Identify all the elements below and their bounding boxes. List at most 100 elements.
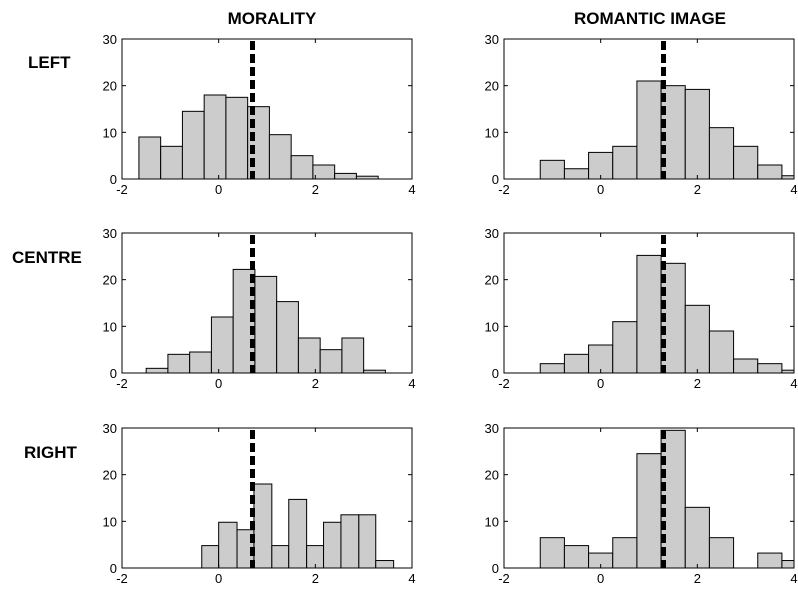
x-tick-label: -2 (498, 571, 510, 586)
x-tick-label: 2 (312, 182, 319, 197)
histogram-bar (612, 537, 638, 569)
x-tick-label: 2 (312, 376, 319, 391)
y-tick-label: 20 (485, 273, 499, 288)
y-tick-label: 10 (485, 319, 499, 334)
histogram-bar (189, 351, 212, 374)
x-tick-label: 0 (597, 571, 604, 586)
column-title-romantic-image: ROMANTIC IMAGE (574, 9, 726, 28)
histogram-bar (539, 363, 565, 374)
histogram-bar (733, 358, 759, 374)
histogram-bar (588, 344, 614, 374)
y-tick-label: 30 (103, 32, 117, 47)
x-tick-label: -2 (498, 182, 510, 197)
axis-box (503, 232, 795, 374)
histogram-bar (636, 80, 662, 180)
row-label-centre: CENTRE (12, 248, 82, 267)
histogram-bar (757, 552, 783, 569)
histogram-bar (684, 304, 710, 374)
x-tick-label: 4 (790, 376, 797, 391)
column-title-morality: MORALITY (228, 9, 317, 28)
histogram-bar (708, 330, 735, 374)
histogram-bar (288, 498, 308, 569)
histogram-bar (218, 521, 238, 569)
histogram-bar (312, 164, 336, 180)
histogram-bar (340, 514, 360, 569)
y-tick-label: 10 (103, 125, 117, 140)
histogram-bar (276, 301, 299, 374)
histogram-bar (203, 94, 227, 180)
x-tick-label: 0 (597, 182, 604, 197)
x-tick-label: 0 (597, 376, 604, 391)
y-tick-label: 30 (485, 226, 499, 241)
y-tick-label: 0 (492, 366, 499, 381)
histogram-bar (539, 159, 565, 180)
x-tick-label: 4 (408, 182, 415, 197)
x-tick-label: 2 (312, 571, 319, 586)
histogram-bar (612, 145, 638, 180)
histogram-bar (319, 349, 343, 374)
histogram-bar (563, 545, 590, 569)
x-tick-label: 2 (694, 376, 701, 391)
histogram-bar (358, 514, 377, 569)
histogram-bar (297, 337, 321, 374)
axis-box (121, 427, 413, 569)
histogram-bar (733, 145, 759, 180)
axis-box (503, 427, 795, 569)
y-tick-label: 10 (103, 319, 117, 334)
histogram-bar (708, 537, 735, 569)
histogram-bar (684, 506, 710, 569)
histogram-bar (636, 254, 662, 374)
x-tick-label: 0 (215, 571, 222, 586)
y-tick-label: 0 (110, 561, 117, 576)
histogram-bar (708, 127, 735, 180)
histogram-bar (181, 110, 205, 180)
histogram-bar (341, 337, 365, 374)
y-tick-label: 20 (103, 468, 117, 483)
y-tick-label: 0 (492, 561, 499, 576)
x-tick-label: -2 (116, 182, 128, 197)
y-tick-label: 20 (103, 79, 117, 94)
y-tick-label: 10 (485, 514, 499, 529)
y-tick-label: 20 (485, 79, 499, 94)
histogram-bar (757, 363, 783, 374)
y-tick-label: 10 (485, 125, 499, 140)
histogram-bar (247, 106, 270, 180)
x-tick-label: 4 (790, 182, 797, 197)
x-tick-label: 2 (694, 571, 701, 586)
x-tick-label: 2 (694, 182, 701, 197)
x-tick-label: 4 (790, 571, 797, 586)
histogram-bar (539, 537, 565, 569)
histogram-bar (757, 164, 783, 180)
y-tick-label: 0 (492, 172, 499, 187)
x-tick-label: -2 (116, 571, 128, 586)
histogram-bar (268, 134, 292, 180)
histogram-bar (145, 367, 169, 374)
histogram-bar (323, 521, 342, 569)
histogram-bar (201, 545, 220, 569)
row-label-left: LEFT (28, 53, 71, 72)
histogram-bar (563, 168, 590, 180)
x-tick-label: 4 (408, 571, 415, 586)
histogram-bar (138, 136, 162, 180)
x-tick-label: 0 (215, 182, 222, 197)
row-label-right: RIGHT (24, 443, 78, 462)
histogram-bar (225, 96, 249, 180)
y-tick-label: 30 (103, 226, 117, 241)
histogram-bar (684, 88, 710, 180)
y-tick-label: 30 (485, 32, 499, 47)
y-tick-label: 30 (485, 421, 499, 436)
x-tick-label: 4 (408, 376, 415, 391)
x-tick-label: -2 (498, 376, 510, 391)
histogram-bar (334, 172, 357, 180)
axis-box (121, 232, 413, 374)
histogram-bar (612, 321, 638, 374)
histogram-bar (375, 560, 395, 569)
y-tick-label: 10 (103, 514, 117, 529)
